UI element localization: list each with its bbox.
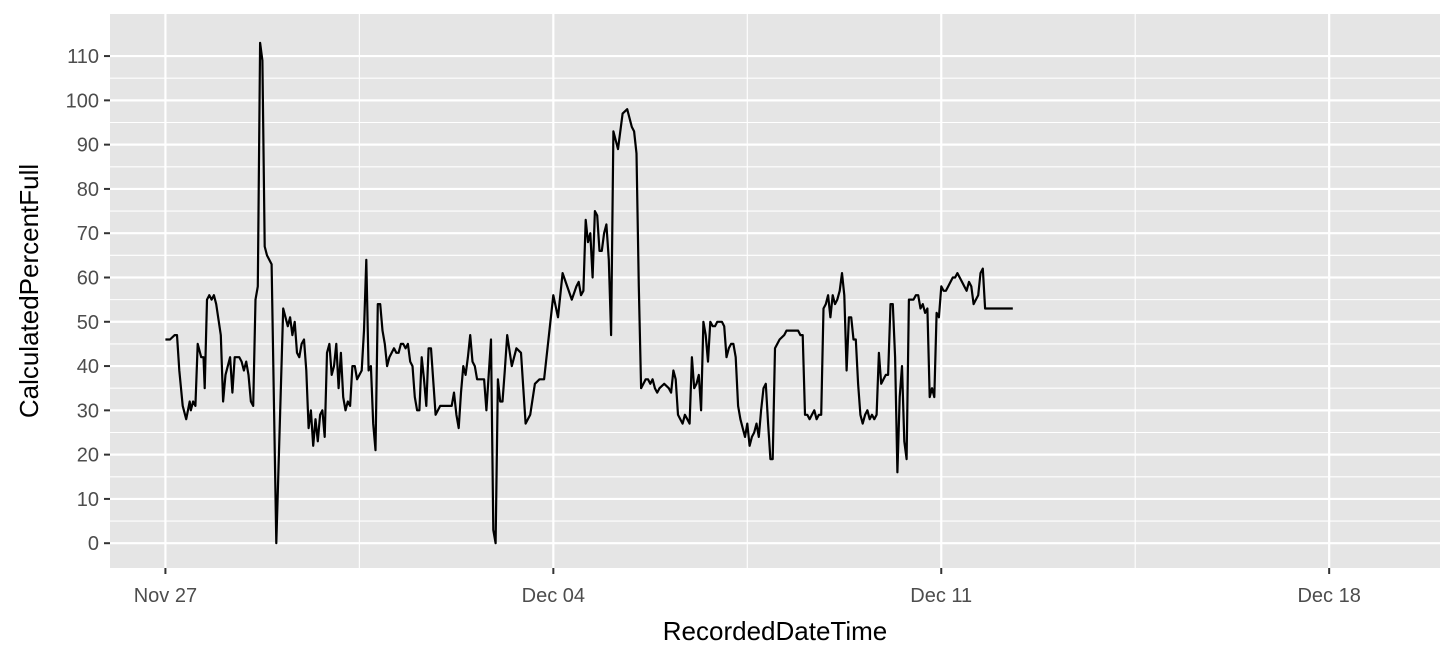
y-tick-label: 50: [77, 312, 99, 334]
y-tick-label: 20: [77, 445, 99, 467]
y-tick-label: 10: [77, 489, 99, 511]
y-tick-label: 40: [77, 356, 99, 378]
x-axis-title: RecordedDateTime: [663, 616, 887, 646]
y-axis: 0 10 20 30 40 50 60 70 80 90 100 110: [66, 46, 110, 555]
y-tick-label: 90: [77, 135, 99, 157]
y-tick-label: 80: [77, 179, 99, 201]
y-tick-label: 100: [66, 90, 99, 112]
y-tick-label: 60: [77, 267, 99, 289]
minor-gridlines: [110, 14, 1440, 568]
x-tick-label: Nov 27: [134, 585, 197, 607]
y-tick-label: 30: [77, 400, 99, 422]
series-line: [165, 41, 1013, 545]
y-tick-label: 110: [67, 46, 99, 68]
y-axis-title: CalculatedPercentFull: [14, 164, 44, 418]
x-tick-label: Dec 04: [522, 585, 585, 607]
series-layer: [165, 41, 1013, 545]
y-tick-label: 0: [88, 533, 99, 555]
x-axis: Nov 27 Dec 04 Dec 11 Dec 18: [134, 568, 1361, 607]
x-tick-label: Dec 11: [910, 585, 972, 607]
x-tick-label: Dec 18: [1297, 585, 1360, 607]
y-tick-label: 70: [77, 223, 99, 245]
plot-panel: [110, 14, 1440, 568]
